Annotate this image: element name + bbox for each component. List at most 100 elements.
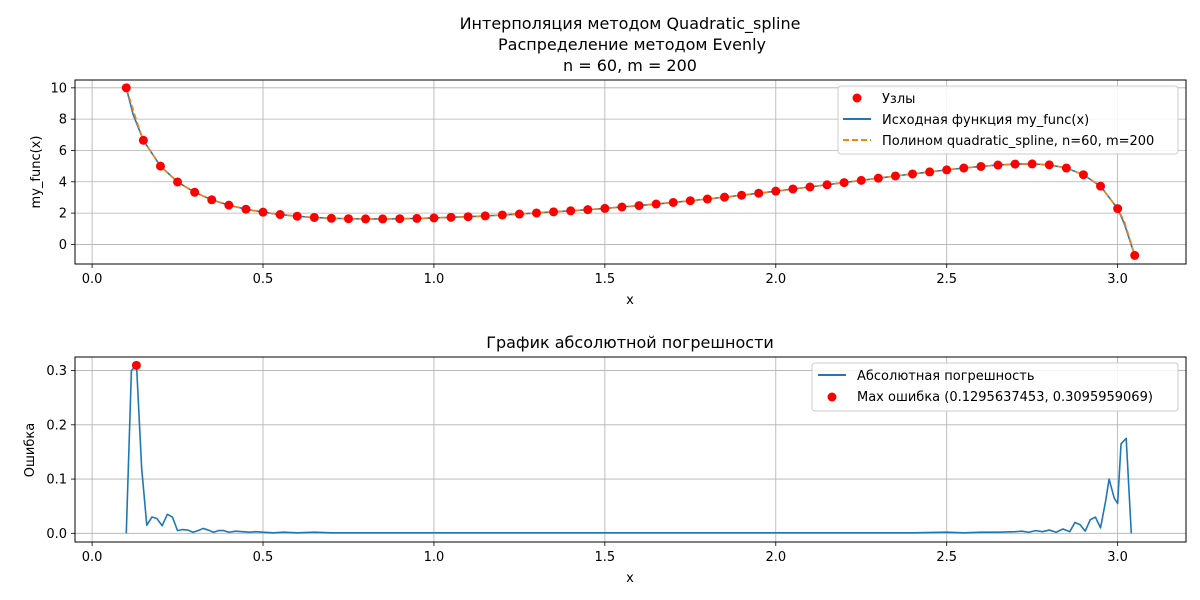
y-axis-label: my_func(x)	[29, 136, 44, 209]
chart-title-line-1: Интерполяция методом Quadratic_spline	[460, 14, 801, 34]
legend-marker-max	[827, 392, 837, 402]
x-tick-label: 2.0	[765, 550, 786, 565]
error-chart: График абсолютной погрешности 0.0 0.5 1.0 1…	[23, 333, 1187, 586]
x-tick-label: 1.5	[595, 550, 616, 565]
node-point	[1061, 163, 1071, 173]
node-point	[822, 180, 832, 190]
node-point	[839, 178, 849, 188]
node-point	[942, 165, 952, 175]
x-tick-label: 3.0	[1107, 272, 1128, 287]
node-point	[121, 83, 131, 93]
node-point	[446, 212, 456, 222]
node-point	[497, 210, 507, 220]
node-point	[600, 203, 610, 213]
node-point	[908, 169, 918, 179]
legend-label-polynomial: Полином quadratic_spline, n=60, m=200	[882, 134, 1154, 149]
node-point	[771, 186, 781, 196]
y-tick-label: 0.0	[46, 527, 67, 542]
node-point	[361, 214, 371, 224]
y-tick-label: 0.3	[46, 364, 67, 379]
x-axis-label: x	[626, 571, 634, 586]
x-tick-label: 2.5	[936, 272, 957, 287]
plot-area	[125, 360, 1133, 534]
legend: Узлы Исходная функция my_func(x) Полином…	[837, 85, 1179, 155]
interpolation-chart: Интерполяция методом Quadratic_spline Ра…	[29, 14, 1187, 308]
node-point	[429, 213, 439, 223]
node-point	[566, 206, 576, 216]
node-point	[531, 208, 541, 218]
node-point	[1130, 250, 1140, 260]
x-tick-label: 2.5	[936, 550, 957, 565]
y-tick-label: 10	[50, 81, 67, 96]
y-tick-label: 0.2	[46, 418, 67, 433]
node-point	[737, 190, 747, 200]
node-point	[258, 207, 268, 217]
node-point	[685, 196, 695, 206]
node-point	[993, 160, 1003, 170]
legend-box	[811, 362, 1179, 412]
node-point	[634, 201, 644, 211]
chart-title-line-3: n = 60, m = 200	[563, 56, 697, 75]
legend-marker-nodes	[852, 93, 862, 103]
node-point	[668, 197, 678, 207]
x-tick-label: 1.0	[424, 550, 445, 565]
node-point	[155, 161, 165, 171]
chart-title-line-2: Распределение методом Evenly	[498, 35, 766, 54]
node-point	[1078, 170, 1088, 180]
node-point	[224, 200, 234, 210]
y-tick-label: 8	[59, 113, 67, 128]
node-point	[976, 161, 986, 171]
node-point	[343, 214, 353, 224]
legend-box	[837, 85, 1179, 155]
node-point	[890, 171, 900, 181]
node-point	[326, 213, 336, 223]
axes-frame	[74, 79, 1187, 265]
x-tick-label: 2.0	[765, 272, 786, 287]
node-point	[292, 211, 302, 221]
legend: Абсолютная погрешность Max ошибка (0.129…	[811, 362, 1179, 412]
axes-frame	[74, 356, 1187, 543]
node-point	[702, 194, 712, 204]
ticks: 0.0 0.5 1.0 1.5 2.0 2.5 3.0 0 2 4 6 8 10	[50, 81, 1128, 287]
node-point	[514, 209, 524, 219]
node-point	[549, 207, 559, 217]
y-tick-label: 2	[59, 207, 67, 222]
x-tick-label: 1.0	[424, 272, 445, 287]
ticks: 0.0 0.5 1.0 1.5 2.0 2.5 3.0 0.0 0.1 0.2 0.3	[46, 364, 1128, 565]
node-point	[925, 167, 935, 177]
node-point	[959, 163, 969, 173]
node-point	[1044, 160, 1054, 170]
node-point	[720, 192, 730, 202]
node-point	[1010, 159, 1020, 169]
plot-area	[121, 83, 1140, 260]
node-point	[190, 187, 200, 197]
x-tick-label: 0.0	[82, 272, 103, 287]
node-point	[138, 135, 148, 145]
node-point	[1027, 159, 1037, 169]
y-tick-label: 0	[59, 238, 67, 253]
node-point	[873, 173, 883, 183]
node-point	[275, 210, 285, 220]
node-point	[480, 211, 490, 221]
legend-label-max: Max ошибка (0.1295637453, 0.3095959069)	[857, 390, 1153, 405]
node-point	[583, 205, 593, 215]
legend-label-error: Абсолютная погрешность	[857, 369, 1035, 384]
node-point	[754, 188, 764, 198]
node-point	[856, 175, 866, 185]
node-point	[1113, 204, 1123, 214]
y-tick-label: 0.1	[46, 473, 67, 488]
node-point	[395, 214, 405, 224]
node-point	[173, 177, 183, 187]
x-tick-label: 3.0	[1107, 550, 1128, 565]
y-axis-label: Ошибка	[23, 423, 38, 477]
node-point	[1096, 181, 1106, 191]
legend-label-nodes: Узлы	[882, 92, 915, 107]
node-point	[463, 212, 473, 222]
max-error-point	[131, 360, 141, 370]
x-tick-label: 0.5	[253, 272, 274, 287]
node-point	[805, 182, 815, 192]
y-tick-label: 4	[59, 175, 67, 190]
error-line	[125, 364, 1133, 534]
node-point	[651, 199, 661, 209]
